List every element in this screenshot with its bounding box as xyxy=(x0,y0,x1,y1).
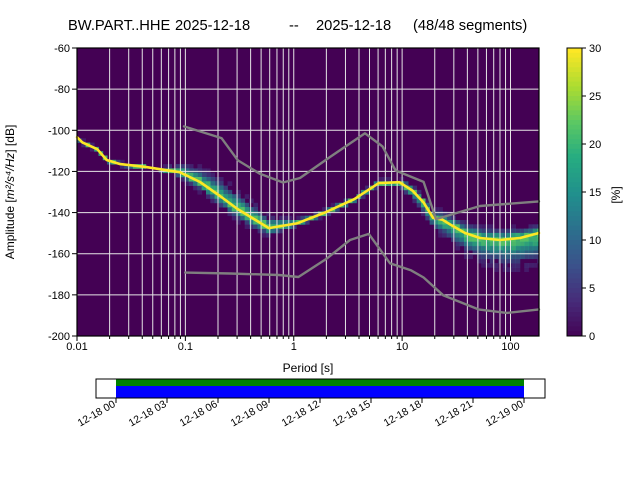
svg-text:25: 25 xyxy=(589,91,601,103)
svg-text:0.1: 0.1 xyxy=(178,341,193,353)
svg-text:0.01: 0.01 xyxy=(66,341,87,353)
svg-text:10: 10 xyxy=(396,341,408,353)
svg-text:12-18 12: 12-18 12 xyxy=(280,398,322,429)
svg-text:12-19 00: 12-19 00 xyxy=(484,398,526,429)
svg-text:(48/48 segments): (48/48 segments) xyxy=(413,18,527,34)
svg-text:12-18 03: 12-18 03 xyxy=(127,398,169,429)
svg-text:5: 5 xyxy=(589,283,595,295)
svg-text:--: -- xyxy=(289,18,299,34)
svg-text:15: 15 xyxy=(589,187,601,199)
svg-text:-80: -80 xyxy=(54,84,70,96)
svg-text:1: 1 xyxy=(291,341,297,353)
svg-text:12-18 18: 12-18 18 xyxy=(382,398,424,429)
svg-text:100: 100 xyxy=(501,341,519,353)
svg-text:12-18 00: 12-18 00 xyxy=(76,398,118,429)
svg-text:12-18 09: 12-18 09 xyxy=(229,398,271,429)
svg-text:Period [s]: Period [s] xyxy=(283,361,334,375)
svg-text:-140: -140 xyxy=(48,208,70,220)
svg-text:BW.PART..HHE: BW.PART..HHE xyxy=(68,18,170,34)
svg-text:12-18 06: 12-18 06 xyxy=(178,398,220,429)
svg-text:-100: -100 xyxy=(48,125,70,137)
svg-text:2025-12-18: 2025-12-18 xyxy=(175,18,250,34)
svg-text:20: 20 xyxy=(589,139,601,151)
svg-text:2025-12-18: 2025-12-18 xyxy=(316,18,391,34)
svg-text:12-18 15: 12-18 15 xyxy=(331,398,373,429)
svg-text:-120: -120 xyxy=(48,166,70,178)
svg-text:-160: -160 xyxy=(48,249,70,261)
svg-text:0: 0 xyxy=(589,331,595,343)
svg-text:-180: -180 xyxy=(48,290,70,302)
svg-text:10: 10 xyxy=(589,235,601,247)
svg-text:-60: -60 xyxy=(54,43,70,55)
svg-text:30: 30 xyxy=(589,43,601,55)
svg-text:[%]: [%] xyxy=(609,186,623,203)
svg-text:Amplitude [m²/s⁴/Hz] [dB]: Amplitude [m²/s⁴/Hz] [dB] xyxy=(3,125,17,260)
svg-text:12-18 21: 12-18 21 xyxy=(433,398,475,429)
